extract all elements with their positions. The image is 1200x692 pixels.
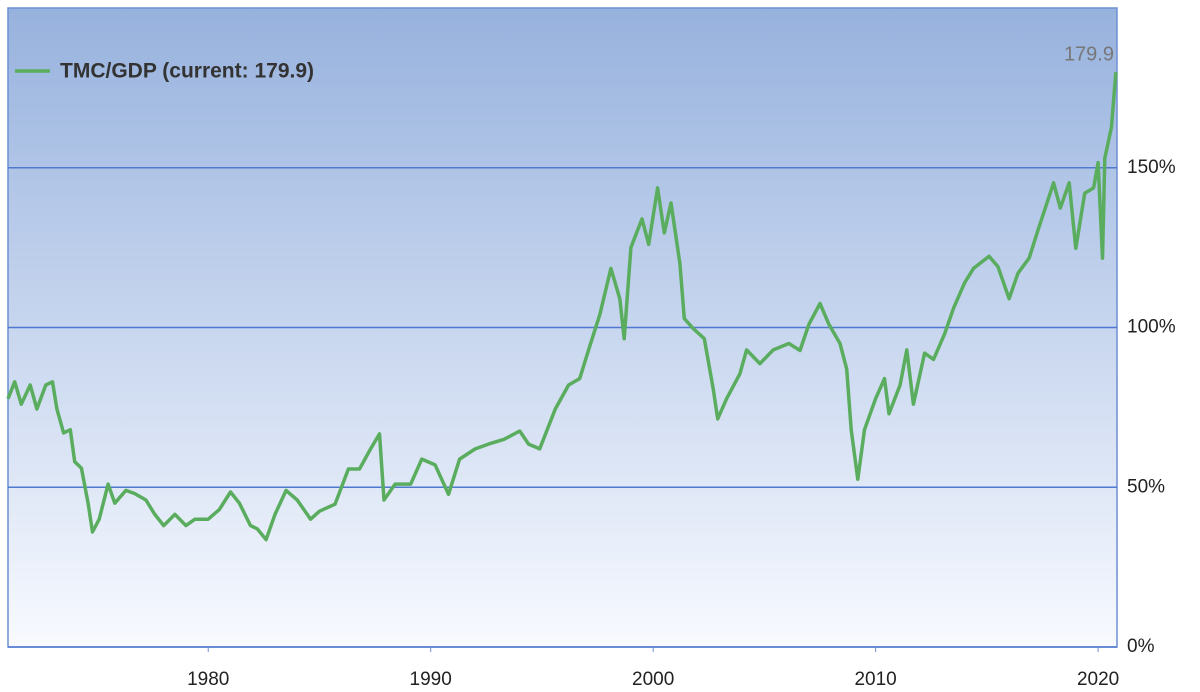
y-tick-label: 150% (1127, 157, 1176, 178)
last-value-label: 179.9 (1064, 43, 1114, 65)
x-tick-label: 2010 (854, 669, 896, 690)
y-tick-label: 100% (1127, 317, 1176, 338)
x-tick-label: 2000 (632, 669, 674, 690)
y-tick-label: 50% (1127, 476, 1165, 497)
data-line (6, 72, 1118, 542)
x-tick-label: 1990 (410, 669, 452, 690)
legend-label: TMC/GDP (current: 179.9) (60, 60, 314, 83)
y-tick-label: 0% (1127, 636, 1155, 657)
x-tick-label: 1980 (187, 669, 229, 690)
x-tick-label: 2020 (1077, 669, 1119, 690)
